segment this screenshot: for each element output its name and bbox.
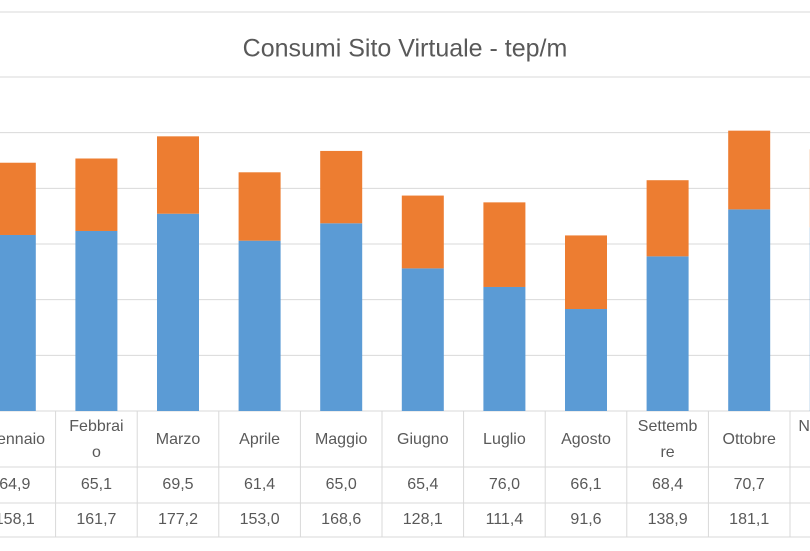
category-label: Febbrai o [69,418,123,461]
bar-segment [483,202,526,287]
category-label: Gennaio [0,431,45,448]
table-value: 177,2 [158,511,198,528]
table-value: 128,1 [403,511,443,528]
bar-segment [0,234,36,411]
bar-segment [728,130,771,210]
table-value: 69,5 [162,476,193,493]
table-value: 91,6 [570,511,601,528]
table-value: 66,1 [570,476,601,493]
category-label: Luglio [483,431,526,448]
bar-segment [157,136,199,214]
table-value: 161,7 [76,511,116,528]
category-label: Agosto [561,431,611,448]
table-value: 181,1 [729,511,769,528]
bar-segment [320,223,363,411]
category-label: Marzo [156,431,201,448]
table-value: 68,4 [652,476,683,493]
table-value: 76,0 [489,476,520,493]
table-value: 158,1 [0,511,35,528]
category-label: Maggio [315,431,368,448]
bar-segment [157,213,199,411]
bar-segment [646,256,689,411]
bar-segment [320,150,363,224]
category-label: Ottobre [723,431,776,448]
bar-segment [565,309,607,411]
category-label: Giugno [397,431,449,448]
table-value: 65,0 [326,476,357,493]
bar-segment [238,240,281,411]
category-label: Novembre [798,418,810,461]
table-value: 65,1 [81,476,112,493]
table-value: 65,4 [407,476,438,493]
table-value: 64,9 [0,476,30,493]
table-value: 111,4 [486,511,524,528]
table-value: 61,4 [244,476,275,493]
bar-segment [565,235,607,310]
bar-segment [728,209,771,411]
table-value: 70,7 [734,476,765,493]
bar-segment [646,180,689,257]
bar-segment [0,162,36,235]
bar-segment [75,158,118,231]
bar-segment [238,172,281,241]
table-value: 138,9 [648,511,688,528]
bar-segment [401,268,444,411]
table-value: 153,0 [240,511,280,528]
bar-segment [483,286,526,411]
category-label: Aprile [239,431,280,448]
bar-segment [401,195,444,269]
table-value: 168,6 [321,511,361,528]
bar-segment [75,230,118,411]
category-label: Settemb re [638,418,698,461]
chart-title: Consumi Sito Virtuale - tep/m [243,35,568,63]
